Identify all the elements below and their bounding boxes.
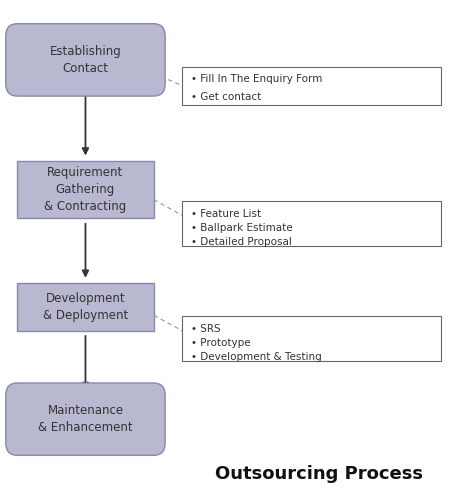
Text: Requirement
Gathering
& Contracting: Requirement Gathering & Contracting — [44, 166, 127, 213]
Text: • Ballpark Estimate: • Ballpark Estimate — [191, 223, 292, 233]
Text: • Fill In The Enquiry Form: • Fill In The Enquiry Form — [191, 74, 322, 84]
FancyBboxPatch shape — [6, 24, 165, 96]
FancyBboxPatch shape — [18, 161, 153, 219]
Text: Development
& Deployment: Development & Deployment — [43, 292, 128, 322]
Text: • SRS: • SRS — [191, 324, 220, 334]
Text: • Get contact: • Get contact — [191, 92, 261, 102]
Text: • Feature List: • Feature List — [191, 209, 261, 219]
Text: • Detailed Proposal: • Detailed Proposal — [191, 237, 292, 247]
Text: • Development & Testing: • Development & Testing — [191, 352, 322, 362]
FancyBboxPatch shape — [182, 201, 441, 246]
Text: • Prototype: • Prototype — [191, 338, 250, 348]
FancyBboxPatch shape — [182, 316, 441, 361]
FancyBboxPatch shape — [182, 67, 441, 105]
Text: Maintenance
& Enhancement: Maintenance & Enhancement — [38, 404, 133, 434]
Text: Outsourcing Process: Outsourcing Process — [215, 465, 423, 483]
FancyBboxPatch shape — [6, 383, 165, 455]
Text: Establishing
Contact: Establishing Contact — [49, 45, 122, 75]
FancyBboxPatch shape — [18, 283, 153, 330]
